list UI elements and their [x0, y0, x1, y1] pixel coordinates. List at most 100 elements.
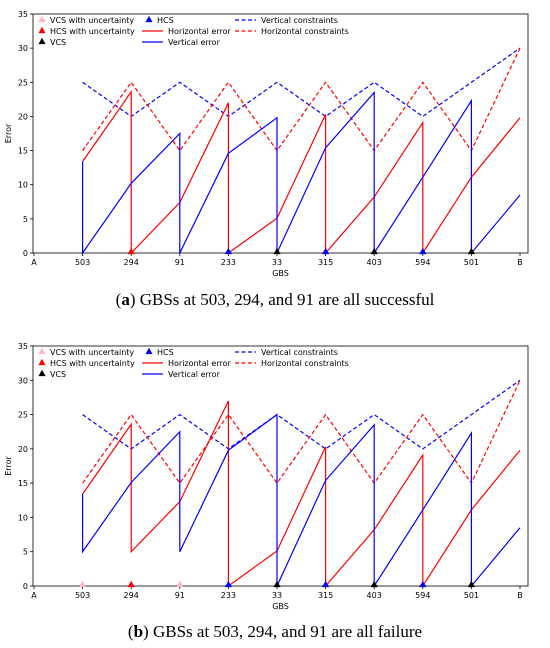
caption-a: (a) GBSs at 503, 294, and 91 are all suc… [115, 290, 435, 309]
y-tick-label: 5 [23, 548, 28, 557]
caption-a-label: a [121, 290, 130, 309]
legend: VCS with uncertainty HCS with uncertainty… [38, 15, 349, 47]
y-tick-label: 15 [18, 479, 28, 488]
y-tick-label: 0 [23, 249, 28, 258]
x-axis-label: GBS [272, 269, 289, 278]
marker-hcs-with-uncertainty [127, 580, 135, 588]
legend-vcs-uncertainty-label: VCS with uncertainty [50, 348, 134, 357]
plot-area-frame [32, 13, 529, 254]
legend-horizontal-constraints-label: Horizontal constraints [261, 27, 349, 36]
x-tick-label: B [517, 258, 523, 267]
x-tick-label: 91 [175, 258, 185, 267]
legend-hcs-label: HCS [157, 348, 174, 357]
y-tick-label: 5 [23, 215, 28, 224]
series-horizontal-error [82, 400, 521, 589]
x-tick-label: A [31, 258, 37, 267]
legend-horizontal-error-label: Horizontal error [168, 27, 231, 36]
series-vertical-constraints [82, 379, 521, 450]
marker-vcs [467, 580, 475, 588]
legend-vcs-uncertainty-swatch [38, 15, 46, 23]
legend-vcs-label: VCS [50, 370, 66, 379]
y-tick-label: 20 [18, 445, 28, 454]
x-tick-label: 315 [318, 258, 333, 267]
y-tick-label: 25 [18, 411, 28, 420]
legend-hcs-swatch [145, 15, 153, 23]
legend-vcs-swatch [38, 37, 46, 45]
x-tick-label: 91 [175, 591, 185, 600]
x-tick-label: 33 [272, 258, 282, 267]
y-tick-label: 20 [18, 112, 28, 121]
y-tick-label: 10 [18, 513, 28, 522]
legend-vcs-uncertainty-label: VCS with uncertainty [50, 16, 134, 25]
y-tick-label: 10 [18, 181, 28, 190]
y-tick-label: 35 [18, 342, 28, 351]
marker-vcs [370, 247, 378, 255]
chart-panel-a: 0 5 10 15 20 25 30 35 A 503 294 91 233 33 315 403 594 501… [4, 10, 529, 278]
x-tick-label: 501 [464, 591, 479, 600]
caption-b-text: GBSs at 503, 294, and 91 are all failure [152, 622, 423, 641]
marker-hcs [224, 247, 232, 255]
x-tick-label: 594 [415, 258, 430, 267]
y-tick-label: 35 [18, 10, 28, 19]
legend: VCS with uncertainty HCS with uncertainty… [38, 347, 349, 379]
series-horizontal-error [82, 89, 521, 256]
legend-vertical-error-label: Vertical error [168, 370, 221, 379]
caption-b: (b) GBSs at 503, 294, and 91 are all fai… [127, 622, 423, 641]
legend-vcs-swatch [38, 369, 46, 377]
marker-hcs [419, 247, 427, 255]
legend-hcs-label: HCS [157, 16, 174, 25]
caption-a-text: GBSs at 503, 294, and 91 are all success… [139, 290, 435, 309]
plot-area-frame [32, 345, 529, 587]
x-axis-label: GBS [272, 602, 289, 611]
legend-hcs-uncertainty-label: HCS with uncertainty [50, 359, 135, 368]
marker-hcs [322, 247, 330, 255]
x-tick-label: A [31, 591, 37, 600]
y-tick-label: 0 [23, 582, 28, 591]
x-tick-label: 233 [221, 591, 236, 600]
marker-vcs-with-uncertainty [176, 580, 184, 588]
marker-vcs [273, 247, 281, 255]
x-tick-label: 503 [75, 258, 90, 267]
y-axis-label: Error [4, 123, 13, 143]
marker-vcs [467, 247, 475, 255]
marker-hcs-with-uncertainty [127, 247, 135, 255]
series-vertical-constraints [82, 47, 521, 118]
x-tick-label: 403 [367, 591, 382, 600]
legend-hcs-uncertainty-swatch [38, 26, 46, 34]
x-tick-label: B [517, 591, 523, 600]
y-tick-label: 30 [18, 376, 28, 385]
legend-hcs-swatch [145, 347, 153, 355]
x-tick-label: 503 [75, 591, 90, 600]
x-tick-label: 501 [464, 258, 479, 267]
legend-horizontal-constraints-label: Horizontal constraints [261, 359, 349, 368]
chart-panel-b: 0 5 10 15 20 25 30 35 A 503 294 91 233 33 315 403 594 501… [4, 342, 529, 611]
legend-hcs-uncertainty-swatch [38, 358, 46, 366]
legend-vertical-constraints-label: Vertical constraints [261, 348, 338, 357]
marker-vcs-with-uncertainty [79, 580, 87, 588]
caption-b-label: b [133, 622, 144, 641]
marker-vcs [370, 580, 378, 588]
marker-hcs [322, 580, 330, 588]
marker-hcs [419, 580, 427, 588]
x-tick-label: 294 [124, 258, 139, 267]
legend-vertical-error-label: Vertical error [168, 38, 221, 47]
legend-horizontal-error-label: Horizontal error [168, 359, 231, 368]
series-horizontal-constraints [82, 380, 521, 485]
x-tick-label: 294 [124, 591, 139, 600]
y-axis-label: Error [4, 456, 13, 476]
y-tick-label: 25 [18, 78, 28, 87]
x-tick-label: 315 [318, 591, 333, 600]
legend-vertical-constraints-label: Vertical constraints [261, 16, 338, 25]
marker-hcs [224, 580, 232, 588]
legend-vcs-uncertainty-swatch [38, 347, 46, 355]
x-tick-label: 233 [221, 258, 236, 267]
x-tick-label: 33 [272, 591, 282, 600]
y-tick-label: 15 [18, 147, 28, 156]
marker-vcs [273, 580, 281, 588]
x-tick-label: 403 [367, 258, 382, 267]
legend-hcs-uncertainty-label: HCS with uncertainty [50, 27, 135, 36]
series-horizontal-constraints [82, 47, 521, 152]
x-tick-label: 594 [415, 591, 430, 600]
y-tick-label: 30 [18, 44, 28, 53]
